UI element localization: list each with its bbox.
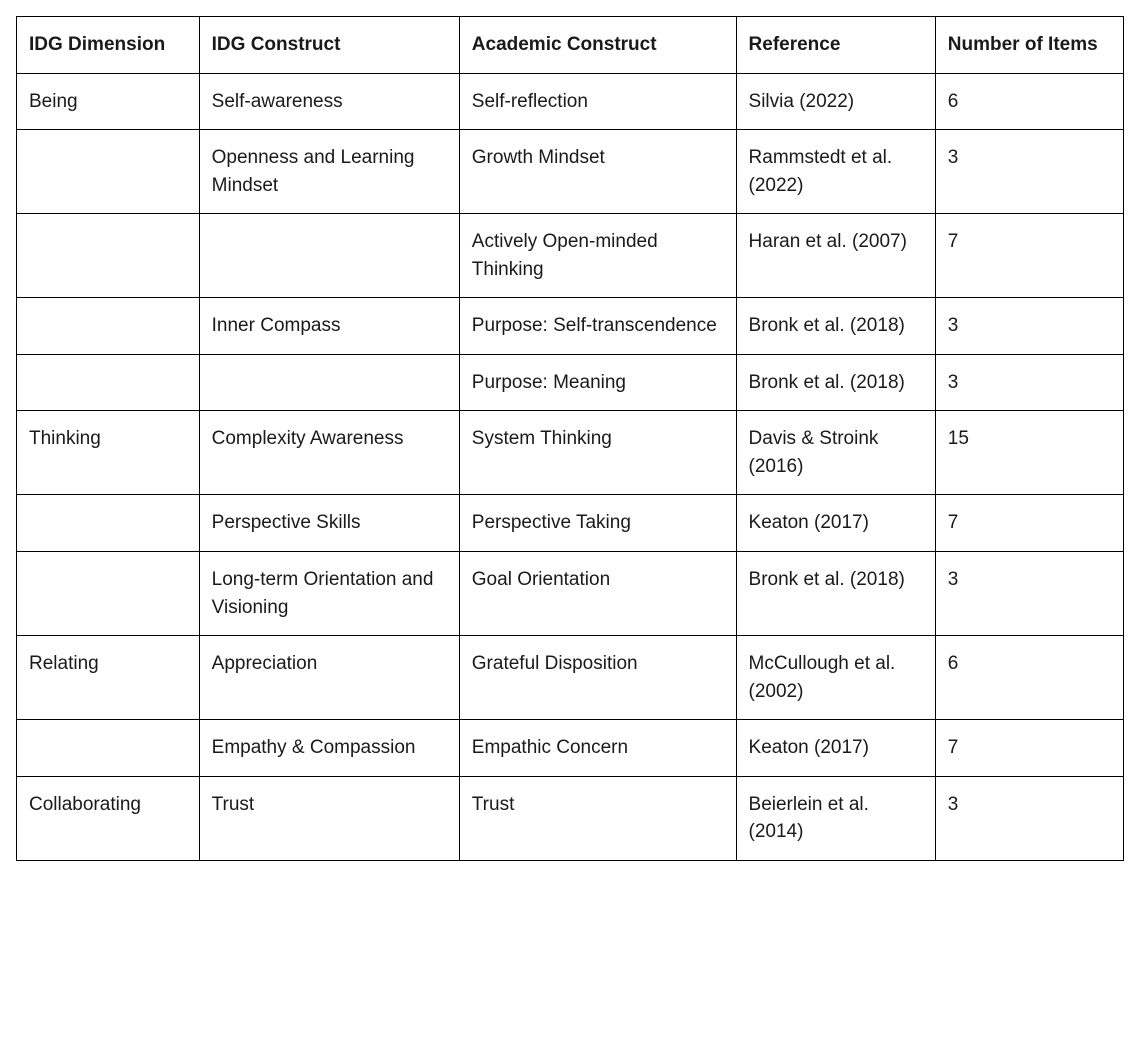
- cell-idg-construct: [199, 354, 459, 411]
- cell-academic-construct: Self-reflection: [459, 73, 736, 130]
- table-row: Being Self-awareness Self-reflection Sil…: [17, 73, 1124, 130]
- cell-dimension: [17, 495, 200, 552]
- column-header-dimension: IDG Dimension: [17, 17, 200, 74]
- column-header-idg-construct: IDG Construct: [199, 17, 459, 74]
- cell-idg-construct: Trust: [199, 776, 459, 860]
- cell-reference: Bronk et al. (2018): [736, 354, 935, 411]
- cell-dimension: [17, 298, 200, 355]
- cell-academic-construct: Growth Mindset: [459, 130, 736, 214]
- cell-number-items: 3: [935, 298, 1123, 355]
- table-row: Actively Open-minded Thinking Haran et a…: [17, 214, 1124, 298]
- cell-reference: Silvia (2022): [736, 73, 935, 130]
- cell-academic-construct: Goal Orientation: [459, 552, 736, 636]
- cell-idg-construct: Complexity Awareness: [199, 411, 459, 495]
- idg-constructs-table: IDG Dimension IDG Construct Academic Con…: [16, 16, 1124, 861]
- table-body: Being Self-awareness Self-reflection Sil…: [17, 73, 1124, 860]
- cell-number-items: 3: [935, 776, 1123, 860]
- cell-academic-construct: Purpose: Self-transcendence: [459, 298, 736, 355]
- cell-academic-construct: Empathic Concern: [459, 720, 736, 777]
- cell-dimension: Being: [17, 73, 200, 130]
- table-row: Inner Compass Purpose: Self-transcendenc…: [17, 298, 1124, 355]
- cell-number-items: 3: [935, 552, 1123, 636]
- cell-academic-construct: Trust: [459, 776, 736, 860]
- cell-academic-construct: Perspective Taking: [459, 495, 736, 552]
- column-header-number-items: Number of Items: [935, 17, 1123, 74]
- cell-reference: Rammstedt et al. (2022): [736, 130, 935, 214]
- cell-number-items: 3: [935, 354, 1123, 411]
- cell-reference: Bronk et al. (2018): [736, 298, 935, 355]
- cell-academic-construct: Actively Open-minded Thinking: [459, 214, 736, 298]
- cell-dimension: Thinking: [17, 411, 200, 495]
- cell-reference: Davis & Stroink (2016): [736, 411, 935, 495]
- table-row: Perspective Skills Perspective Taking Ke…: [17, 495, 1124, 552]
- table-row: Relating Appreciation Grateful Dispositi…: [17, 636, 1124, 720]
- column-header-reference: Reference: [736, 17, 935, 74]
- cell-dimension: [17, 552, 200, 636]
- cell-idg-construct: Inner Compass: [199, 298, 459, 355]
- cell-reference: Beierlein et al. (2014): [736, 776, 935, 860]
- table-row: Long-term Orientation and Visioning Goal…: [17, 552, 1124, 636]
- cell-number-items: 7: [935, 495, 1123, 552]
- cell-idg-construct: Long-term Orientation and Visioning: [199, 552, 459, 636]
- cell-dimension: Relating: [17, 636, 200, 720]
- cell-idg-construct: Appreciation: [199, 636, 459, 720]
- table-row: Empathy & Compassion Empathic Concern Ke…: [17, 720, 1124, 777]
- cell-idg-construct: Empathy & Compassion: [199, 720, 459, 777]
- cell-idg-construct: Self-awareness: [199, 73, 459, 130]
- cell-dimension: [17, 720, 200, 777]
- cell-academic-construct: System Thinking: [459, 411, 736, 495]
- cell-dimension: [17, 130, 200, 214]
- cell-number-items: 7: [935, 720, 1123, 777]
- cell-idg-construct: Openness and Learning Mindset: [199, 130, 459, 214]
- cell-reference: Keaton (2017): [736, 495, 935, 552]
- cell-number-items: 6: [935, 636, 1123, 720]
- cell-academic-construct: Grateful Disposition: [459, 636, 736, 720]
- table-header-row: IDG Dimension IDG Construct Academic Con…: [17, 17, 1124, 74]
- column-header-academic-construct: Academic Construct: [459, 17, 736, 74]
- cell-academic-construct: Purpose: Meaning: [459, 354, 736, 411]
- cell-reference: Keaton (2017): [736, 720, 935, 777]
- cell-dimension: [17, 214, 200, 298]
- cell-number-items: 6: [935, 73, 1123, 130]
- cell-number-items: 15: [935, 411, 1123, 495]
- table-row: Thinking Complexity Awareness System Thi…: [17, 411, 1124, 495]
- cell-reference: Haran et al. (2007): [736, 214, 935, 298]
- cell-dimension: Collaborating: [17, 776, 200, 860]
- table-row: Openness and Learning Mindset Growth Min…: [17, 130, 1124, 214]
- cell-number-items: 7: [935, 214, 1123, 298]
- cell-reference: McCullough et al. (2002): [736, 636, 935, 720]
- cell-number-items: 3: [935, 130, 1123, 214]
- cell-reference: Bronk et al. (2018): [736, 552, 935, 636]
- cell-idg-construct: Perspective Skills: [199, 495, 459, 552]
- cell-idg-construct: [199, 214, 459, 298]
- cell-dimension: [17, 354, 200, 411]
- table-row: Purpose: Meaning Bronk et al. (2018) 3: [17, 354, 1124, 411]
- table-row: Collaborating Trust Trust Beierlein et a…: [17, 776, 1124, 860]
